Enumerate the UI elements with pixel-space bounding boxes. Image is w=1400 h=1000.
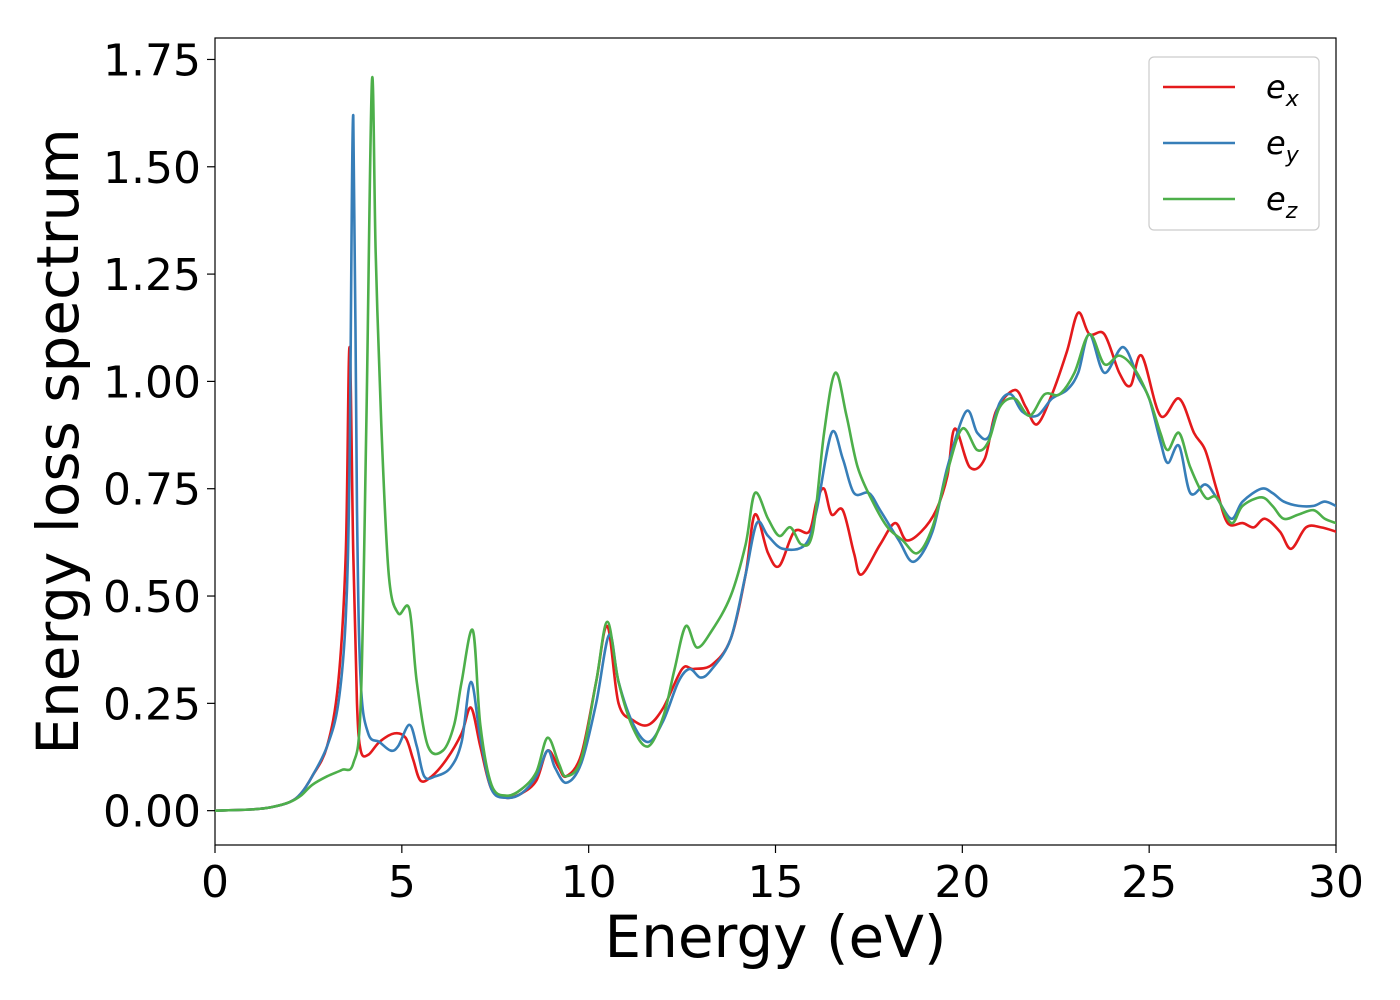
y-tick-label: 1.75 xyxy=(103,35,201,86)
x-tick-label: 30 xyxy=(1308,857,1364,908)
x-tick-label: 25 xyxy=(1121,857,1177,908)
x-tick-label: 15 xyxy=(748,857,804,908)
legend-label-z: ez xyxy=(1266,180,1298,224)
x-axis: 0 5 10 15 20 25 30 xyxy=(201,845,1364,908)
series-line-x xyxy=(215,311,1336,812)
x-tick-label: 5 xyxy=(388,857,416,908)
series-layer xyxy=(215,76,1336,812)
y-tick-label: 0.75 xyxy=(103,465,201,516)
y-axis: 0.00 0.25 0.50 0.75 1.00 1.25 1.50 1.75 xyxy=(103,35,215,838)
y-tick-label: 0.50 xyxy=(103,572,201,623)
legend: ex ey ez xyxy=(1148,56,1320,231)
x-tick-label: 20 xyxy=(934,857,990,908)
y-tick-label: 1.00 xyxy=(103,357,201,408)
y-tick-label: 0.25 xyxy=(103,679,201,730)
legend-label-y: ey xyxy=(1266,124,1300,168)
x-tick-label: 0 xyxy=(201,857,229,908)
y-tick-label: 1.25 xyxy=(103,250,201,301)
plot-area: 0 5 10 15 20 25 30 0.00 0.25 0.50 0.75 1.00 1.25 1.5… xyxy=(103,35,1364,908)
x-axis-title: Energy (eV) xyxy=(604,903,946,971)
x-tick-label: 10 xyxy=(561,857,617,908)
y-tick-label: 1.50 xyxy=(103,143,201,194)
y-tick-label: 0.00 xyxy=(103,787,201,838)
legend-label-x: ex xyxy=(1266,68,1300,112)
series-line-z xyxy=(215,76,1336,812)
y-axis-title: Energy loss spectrum xyxy=(24,128,92,754)
